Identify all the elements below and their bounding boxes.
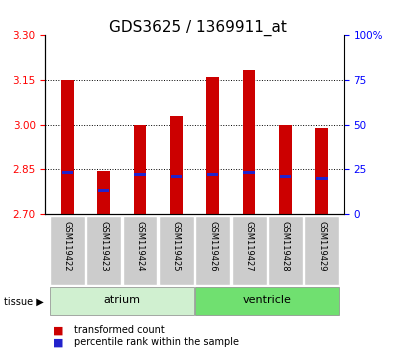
Bar xyxy=(207,173,218,176)
Text: atrium: atrium xyxy=(103,295,140,305)
Text: GSM119425: GSM119425 xyxy=(172,221,181,271)
Bar xyxy=(243,70,256,214)
Bar xyxy=(231,216,267,285)
Bar xyxy=(134,125,147,214)
Bar xyxy=(159,216,194,285)
Bar xyxy=(243,171,255,174)
Bar xyxy=(62,171,73,174)
Bar xyxy=(50,287,194,315)
Bar xyxy=(122,216,158,285)
Text: GSM119427: GSM119427 xyxy=(245,221,254,272)
Bar xyxy=(206,77,219,214)
Text: transformed count: transformed count xyxy=(74,325,165,335)
Bar xyxy=(316,128,328,214)
Bar xyxy=(195,216,230,285)
Text: GSM119424: GSM119424 xyxy=(135,221,145,271)
Text: GSM119429: GSM119429 xyxy=(317,221,326,271)
Text: GDS3625 / 1369911_at: GDS3625 / 1369911_at xyxy=(109,19,286,36)
Text: GSM119422: GSM119422 xyxy=(63,221,72,271)
Text: ■: ■ xyxy=(53,337,64,347)
Text: ventricle: ventricle xyxy=(243,295,292,305)
Bar xyxy=(86,216,121,285)
Bar xyxy=(305,216,339,285)
Bar xyxy=(97,171,110,214)
Text: GSM119426: GSM119426 xyxy=(208,221,217,272)
Bar xyxy=(280,175,291,177)
Text: GSM119423: GSM119423 xyxy=(99,221,108,272)
Bar xyxy=(98,189,109,193)
Text: tissue ▶: tissue ▶ xyxy=(4,297,44,307)
Bar xyxy=(171,176,182,178)
Bar xyxy=(61,80,73,214)
Bar xyxy=(195,287,339,315)
Bar xyxy=(316,177,327,180)
Bar xyxy=(170,116,183,214)
Text: GSM119428: GSM119428 xyxy=(281,221,290,272)
Bar xyxy=(134,173,146,176)
Bar xyxy=(279,125,292,214)
Text: ■: ■ xyxy=(53,325,64,335)
Text: percentile rank within the sample: percentile rank within the sample xyxy=(74,337,239,347)
Bar xyxy=(50,216,85,285)
Bar xyxy=(268,216,303,285)
